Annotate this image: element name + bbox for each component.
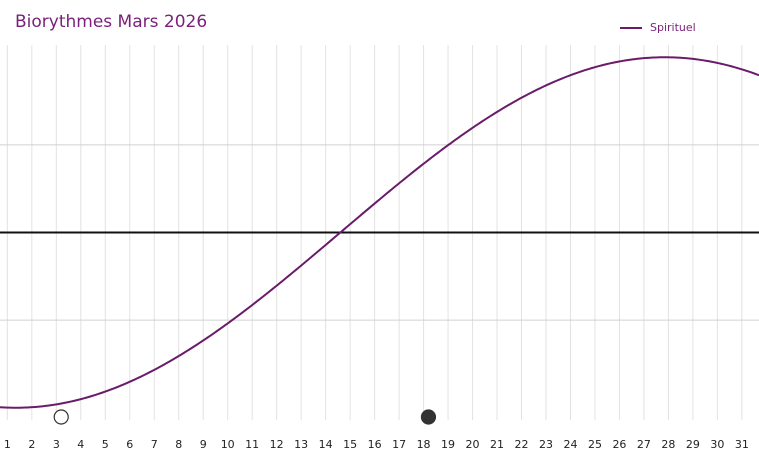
x-tick-7: 7	[151, 438, 158, 451]
x-tick-29: 29	[686, 438, 700, 451]
legend: Spirituel	[620, 21, 696, 34]
x-tick-19: 19	[441, 438, 455, 451]
x-tick-2: 2	[28, 438, 35, 451]
series-layer	[0, 56, 759, 409]
x-tick-14: 14	[319, 438, 333, 451]
x-tick-15: 15	[343, 438, 357, 451]
x-tick-5: 5	[102, 438, 109, 451]
x-tick-26: 26	[612, 438, 626, 451]
x-tick-25: 25	[588, 438, 602, 451]
x-tick-18: 18	[417, 438, 431, 451]
series-line-spirituel	[0, 56, 759, 409]
x-tick-labels: 1 2 3 4 5 6 7 8 9 10 11 12 13 14 15 16 17 18 19 20 21 22 23 24 2…	[4, 438, 749, 451]
day-markers	[53, 409, 437, 425]
x-tick-1: 1	[4, 438, 11, 451]
chart-title: Biorythmes Mars 2026	[15, 12, 208, 32]
x-tick-20: 20	[466, 438, 480, 451]
x-tick-21: 21	[490, 438, 504, 451]
x-tick-22: 22	[515, 438, 529, 451]
x-tick-6: 6	[126, 438, 133, 451]
x-tick-3: 3	[53, 438, 60, 451]
x-tick-8: 8	[175, 438, 182, 451]
x-tick-13: 13	[294, 438, 308, 451]
x-tick-28: 28	[661, 438, 675, 451]
x-tick-4: 4	[77, 438, 84, 451]
legend-swatch-spirituel	[620, 26, 642, 29]
x-tick-23: 23	[539, 438, 553, 451]
x-tick-16: 16	[368, 438, 382, 451]
x-tick-27: 27	[637, 438, 651, 451]
x-tick-10: 10	[221, 438, 235, 451]
current-day-marker	[420, 409, 437, 425]
x-tick-12: 12	[270, 438, 284, 451]
x-tick-31: 31	[735, 438, 749, 451]
x-tick-9: 9	[200, 438, 207, 451]
x-tick-11: 11	[245, 438, 259, 451]
x-tick-17: 17	[392, 438, 406, 451]
horizontal-gridlines	[0, 144, 759, 321]
x-tick-30: 30	[710, 438, 724, 451]
reference-day-marker	[53, 409, 69, 425]
legend-label-spirituel: Spirituel	[650, 21, 696, 34]
x-tick-24: 24	[563, 438, 577, 451]
